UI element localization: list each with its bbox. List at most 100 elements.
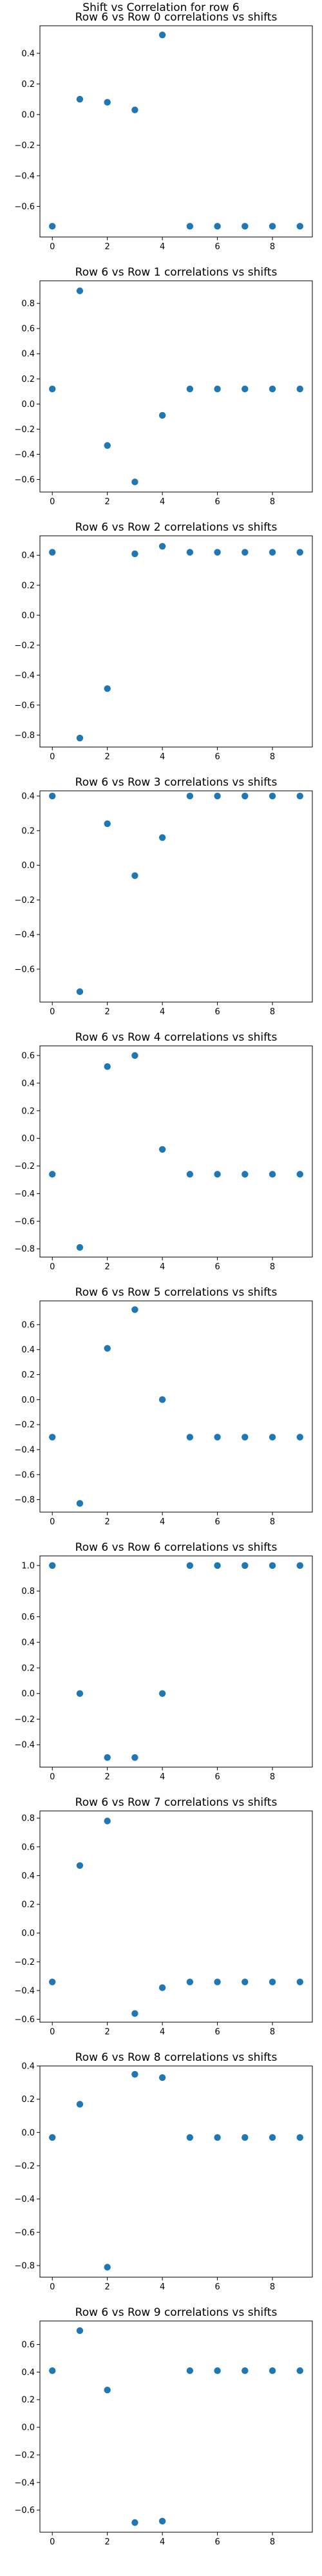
y-tick-label: −0.2 [14,1162,35,1171]
x-tick-label: 6 [214,2027,220,2037]
data-point [269,792,276,800]
y-tick-label: 0.4 [21,1871,35,1881]
data-point [158,834,166,841]
data-point [269,549,276,556]
x-tick-label: 4 [160,497,165,507]
y-tick-label: 0.2 [21,80,35,90]
data-point [214,385,221,393]
x-tick-label: 0 [50,1262,55,1272]
data-point [158,32,166,39]
x-tick-label: 0 [50,1517,55,1527]
y-tick-label: −0.4 [14,171,35,181]
x-tick-label: 0 [50,497,55,507]
data-point [269,223,276,230]
x-tick-label: 2 [105,1262,110,1272]
subplot-title: Row 6 vs Row 9 correlations vs shifts [75,2306,278,2319]
y-tick-label: −0.4 [14,931,35,940]
x-tick-label: 2 [105,2027,110,2037]
y-tick-label: 0.4 [21,1079,35,1088]
x-tick-label: 2 [105,1517,110,1527]
data-point [186,792,194,800]
y-tick-label: −0.4 [14,1741,35,1750]
x-tick-label: 4 [160,1772,165,1782]
x-tick-label: 4 [160,1517,165,1527]
x-tick-label: 6 [214,1517,220,1527]
x-tick-label: 2 [105,1007,110,1017]
y-tick-label: −0.4 [14,1189,35,1199]
y-tick-label: −0.6 [14,965,35,974]
data-point [214,2367,221,2374]
data-point [104,1754,111,1761]
subplot-1: Row 6 vs Row 1 correlations vs shifts 0 2 4… [14,266,313,507]
data-point [214,1171,221,1178]
data-point [131,550,138,558]
y-tick-label: 0.2 [21,2095,35,2105]
data-point [76,95,84,103]
y-tick-label: 0.4 [21,1638,35,1648]
x-tick-label: 4 [160,1007,165,1017]
y-tick-label: 0.6 [21,1052,35,1061]
x-tick-label: 8 [270,242,275,252]
x-tick-label: 2 [105,242,110,252]
data-point [186,549,194,556]
figure-suptitle: Shift vs Correlation for row 6 [82,1,240,14]
y-tick-label: −0.8 [14,1245,35,1255]
y-tick-label: 0.2 [21,1106,35,1116]
x-tick-label: 8 [270,1262,275,1272]
subplot-title: Row 6 vs Row 3 correlations vs shifts [75,776,278,789]
y-tick-label: 0.8 [21,1587,35,1596]
data-point [49,549,56,556]
subplot-title: Row 6 vs Row 6 correlations vs shifts [75,1541,278,1554]
y-tick-label: −0.8 [14,1495,35,1505]
y-tick-label: −0.2 [14,2161,35,2171]
y-tick-label: 0.4 [21,2062,35,2072]
data-point [49,1978,56,1985]
y-tick-label: 1.0 [21,1561,35,1571]
data-point [104,2264,111,2271]
subplot-4: Row 6 vs Row 4 correlations vs shifts 0 2 4… [14,1031,313,1272]
y-tick-label: 0.4 [21,551,35,561]
x-tick-label: 2 [105,752,110,762]
data-point [186,1171,194,1178]
x-tick-label: 6 [214,2282,220,2292]
data-point [158,1690,166,1697]
data-point [104,820,111,828]
x-tick-label: 2 [105,2282,110,2292]
data-point [76,1690,84,1697]
data-point [186,385,194,393]
data-point [296,385,303,393]
y-tick-label: 0.0 [21,1134,35,1144]
data-point [242,549,249,556]
x-tick-label: 2 [105,2537,110,2547]
data-point [214,1978,221,1985]
y-tick-label: 0.0 [21,2128,35,2138]
data-point [158,1984,166,1991]
y-tick-label: −0.6 [14,2506,35,2515]
y-tick-label: 0.2 [21,1370,35,1380]
subplot-8: Row 6 vs Row 8 correlations vs shifts 0 2 4… [14,2051,313,2292]
data-point [214,1434,221,1441]
subplot-3: Row 6 vs Row 3 correlations vs shifts 0 2 4… [14,776,313,1017]
data-point [296,2134,303,2141]
subplot-title: Row 6 vs Row 5 correlations vs shifts [75,1286,278,1299]
data-point [242,223,249,230]
data-point [49,1562,56,1569]
x-tick-label: 4 [160,1262,165,1272]
y-tick-label: −0.2 [14,641,35,650]
data-point [214,792,221,800]
data-point [49,1171,56,1178]
y-tick-label: −0.6 [14,1470,35,1480]
data-point [49,385,56,393]
y-tick-label: 0.0 [21,1689,35,1699]
data-point [296,792,303,800]
subplot-5: Row 6 vs Row 5 correlations vs shifts 0 2 4… [14,1286,313,1527]
data-point [186,223,194,230]
data-point [158,1146,166,1153]
data-point [214,549,221,556]
data-point [76,1500,84,1507]
x-tick-label: 6 [214,2537,220,2547]
axes-frame [39,2320,313,2533]
data-point [242,792,249,800]
data-point [242,2134,249,2141]
